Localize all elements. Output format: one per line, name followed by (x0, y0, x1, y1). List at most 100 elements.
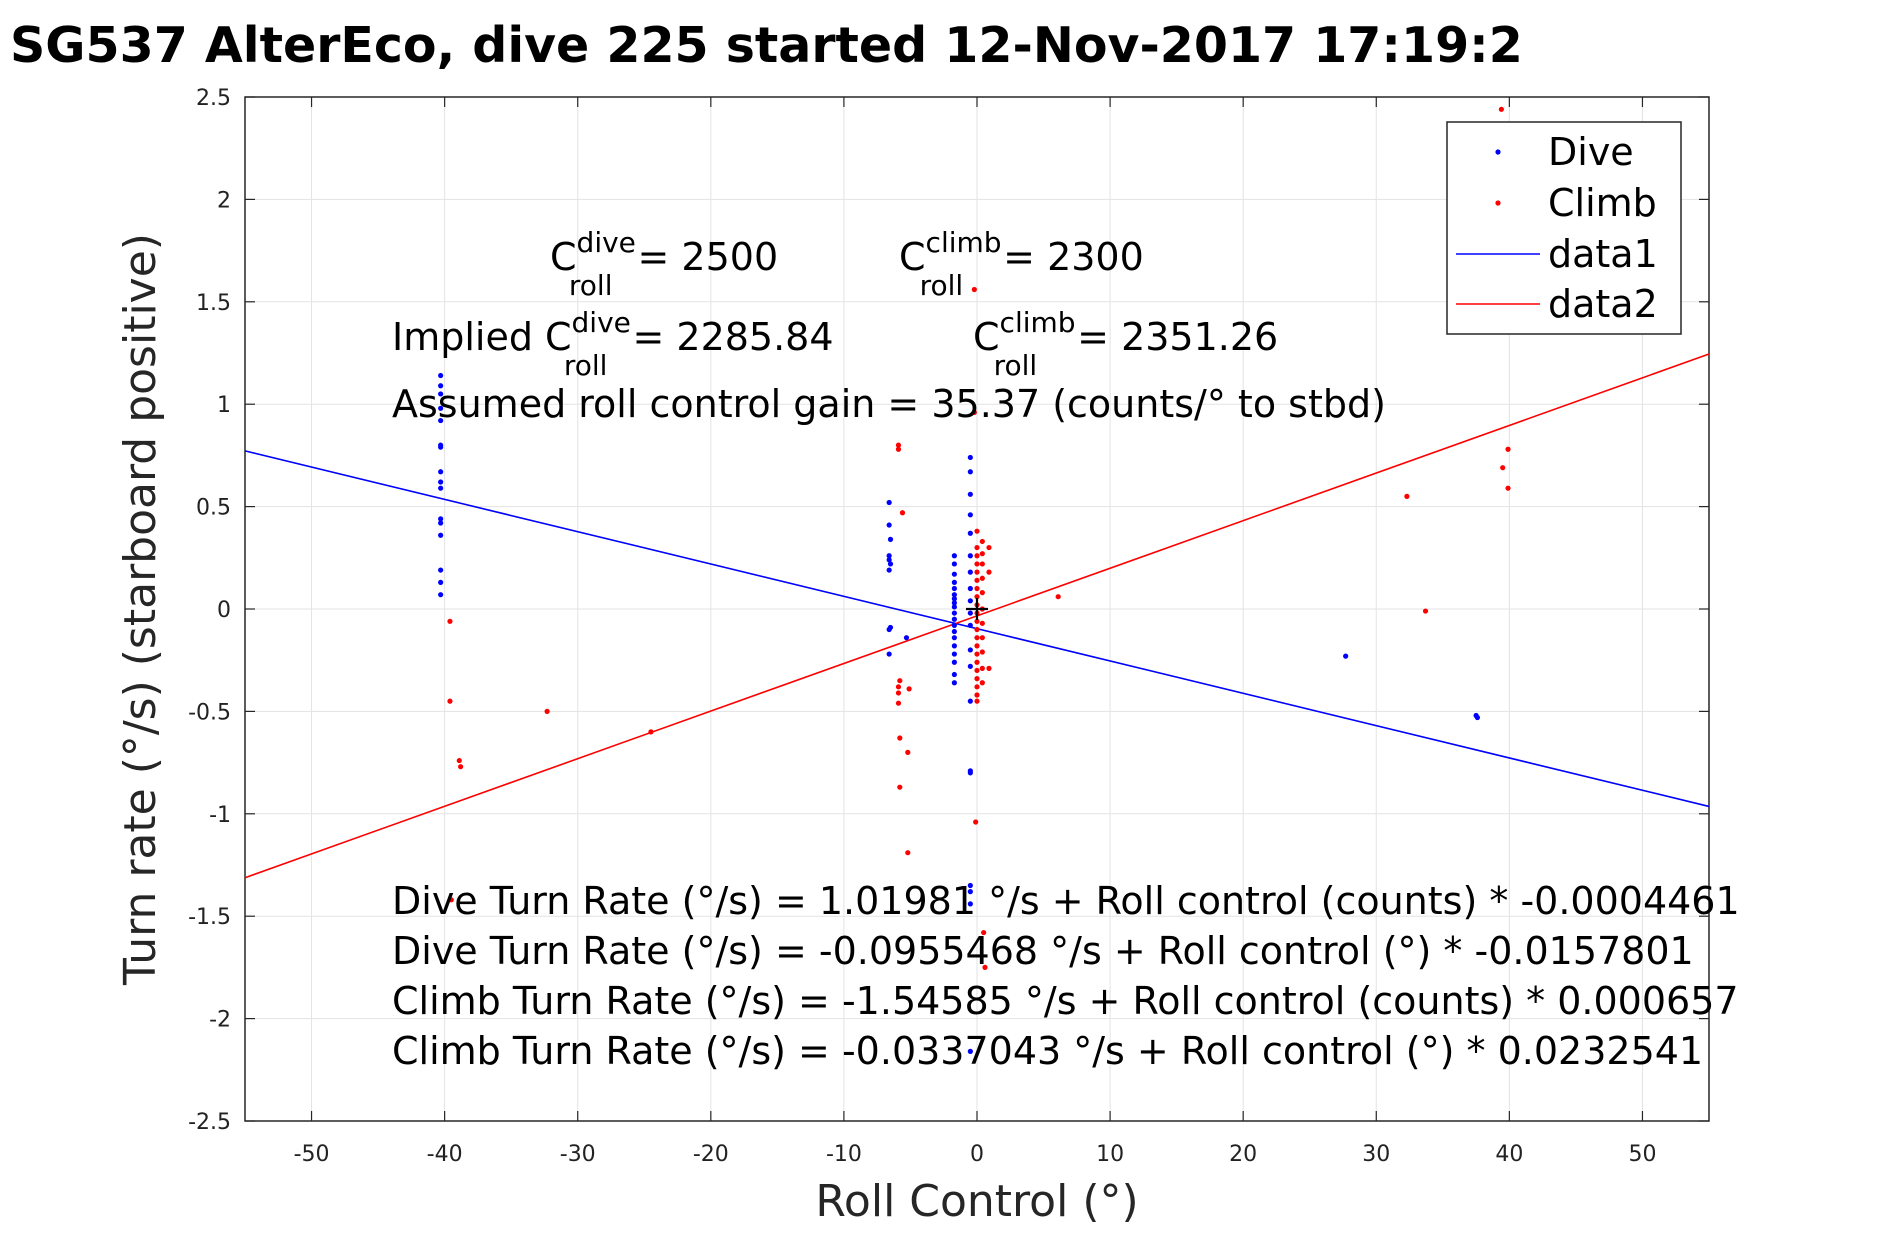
climb-point (544, 708, 550, 715)
dive-point (438, 391, 444, 397)
legend-dive-label: Dive (1548, 130, 1634, 174)
dive-point (967, 553, 973, 559)
climb-point (447, 618, 453, 624)
climb-point (982, 964, 988, 971)
dive-point (886, 522, 892, 528)
y-tick-label: -1.5 (188, 905, 231, 930)
climb-point (1505, 446, 1511, 452)
x-tick-label: 20 (1229, 1142, 1257, 1167)
climb-point (979, 561, 985, 567)
dive-point (967, 569, 973, 575)
climb-point (979, 551, 985, 557)
y-tick-label: 0 (217, 598, 231, 623)
climb-point (979, 590, 985, 596)
dive-point (967, 1048, 973, 1054)
dive-point (951, 643, 957, 649)
climb-point (979, 538, 985, 545)
x-tick-label: 50 (1628, 1142, 1656, 1167)
data-points (438, 106, 1511, 1054)
y-tick-label: 1 (217, 393, 231, 418)
dive-point (967, 663, 973, 669)
dive-point (951, 610, 957, 616)
dive-point (438, 567, 444, 573)
legend-data2-label: data2 (1548, 282, 1658, 326)
climb-point (974, 544, 980, 551)
climb-point (979, 635, 985, 641)
dive-point (438, 532, 444, 538)
dive-point (951, 596, 957, 602)
x-axis-label: Roll Control (°) (815, 1176, 1138, 1227)
climb-point (974, 651, 980, 657)
legend-climb-label: Climb (1548, 181, 1657, 225)
x-tick-label: 10 (1096, 1142, 1124, 1167)
dive-point (951, 651, 957, 657)
dive-point (967, 585, 973, 592)
climb-point (899, 510, 906, 516)
dive-point (951, 659, 957, 665)
climb-point (974, 643, 980, 649)
implied-c-roll-climb: Cclimb roll= 2351.26 (973, 306, 1278, 382)
x-tick-label: -30 (560, 1142, 596, 1167)
legend: Dive Climb data1 data2 (1446, 121, 1682, 335)
dive-point (438, 444, 444, 450)
dive-point (967, 469, 973, 475)
dive-point (951, 561, 957, 567)
dive-point (951, 635, 957, 641)
dive-point (887, 561, 894, 567)
x-tick-label: 40 (1495, 1142, 1523, 1167)
legend-climb-marker (1495, 200, 1501, 206)
dive-point (438, 579, 444, 585)
climb-point (974, 698, 980, 704)
climb-point (895, 700, 902, 706)
climb-point (897, 678, 903, 684)
x-tick-label: 30 (1362, 1142, 1390, 1167)
legend-box (1446, 121, 1682, 335)
y-tick-label: -1 (209, 803, 231, 828)
climb-point (895, 690, 902, 696)
dive-point (886, 557, 892, 563)
dive-point (967, 882, 973, 889)
dive-point (951, 600, 957, 606)
climb-point (906, 686, 912, 692)
climb-point (986, 544, 992, 551)
x-tick-label: -40 (427, 1142, 463, 1167)
dive-point (967, 889, 973, 895)
fit-equation-4: Climb Turn Rate (°/s) = -0.0337043 °/s +… (392, 1029, 1703, 1073)
climb-point (979, 620, 985, 626)
dive-point (1474, 714, 1481, 721)
x-tick-label: 0 (970, 1142, 984, 1167)
x-tick-label: -50 (294, 1142, 330, 1167)
dive-point (951, 571, 957, 577)
climb-point (974, 692, 980, 698)
climb-point (974, 676, 980, 682)
dive-point (967, 598, 973, 604)
y-tick-label: -2 (209, 1008, 231, 1033)
annotations: Cdive roll= 2500 Cclimb roll= 2300 Implied… (392, 226, 1740, 1073)
y-tick-label: -2.5 (188, 1110, 231, 1135)
climb-point (895, 684, 902, 690)
dive-point (951, 592, 957, 598)
c-roll-climb: Cclimb roll= 2300 (899, 226, 1144, 302)
legend-dive-marker (1495, 149, 1501, 155)
climb-point (1505, 485, 1511, 491)
climb-point (1404, 493, 1410, 499)
dive-point (967, 512, 973, 518)
x-tick-label: -20 (693, 1142, 729, 1167)
dive-point (438, 479, 444, 485)
climb-point (1055, 594, 1061, 600)
climb-point (458, 764, 464, 770)
dive-point (967, 454, 973, 461)
dive-point (438, 516, 444, 522)
climb-point (971, 286, 977, 293)
dive-point (967, 901, 973, 907)
chart-title: SG537 AlterEco, dive 225 started 12-Nov-… (10, 17, 1523, 74)
dive-point (438, 383, 444, 389)
climb-point (974, 553, 980, 559)
climb-point (974, 528, 980, 534)
fit-equation-2: Dive Turn Rate (°/s) = -0.0955468 °/s + … (392, 929, 1694, 973)
dive-point (438, 405, 444, 411)
climb-point (648, 729, 654, 735)
climb-point (979, 665, 985, 671)
climb-point (986, 569, 992, 575)
climb-point (1422, 608, 1429, 614)
